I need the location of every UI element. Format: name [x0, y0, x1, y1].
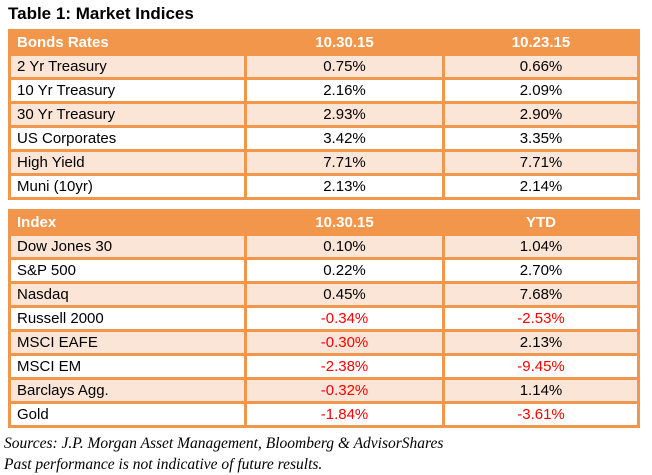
value-cell: 2.09%: [442, 77, 640, 104]
bonds-header-label: Bonds Rates: [8, 29, 247, 56]
row-label: Nasdaq: [8, 281, 247, 308]
bonds-header-date-1: 10.30.15: [244, 29, 445, 56]
value-cell: 2.90%: [442, 101, 640, 128]
table-gap: [8, 200, 652, 209]
row-label: Gold: [8, 401, 247, 428]
table-row: Gold -1.84% -3.61%: [8, 401, 640, 428]
value-cell: 0.22%: [244, 257, 445, 284]
value-cell: -0.32%: [244, 377, 445, 404]
index-header-ytd: YTD: [442, 209, 640, 236]
value-cell: 2.13%: [244, 173, 445, 200]
row-label: High Yield: [8, 149, 247, 176]
value-cell: -1.84%: [244, 401, 445, 428]
row-label: MSCI EAFE: [8, 329, 247, 356]
index-header-row: Index 10.30.15 YTD: [8, 209, 640, 236]
table-row: Nasdaq 0.45% 7.68%: [8, 281, 640, 308]
table-row: MSCI EAFE -0.30% 2.13%: [8, 329, 640, 356]
table-row: Dow Jones 30 0.10% 1.04%: [8, 233, 640, 260]
row-label: MSCI EM: [8, 353, 247, 380]
index-table: Index 10.30.15 YTD Dow Jones 30 0.10% 1.…: [8, 209, 640, 428]
value-cell: 0.45%: [244, 281, 445, 308]
table-row: Muni (10yr) 2.13% 2.14%: [8, 173, 640, 200]
row-label: Muni (10yr): [8, 173, 247, 200]
value-cell: 1.14%: [442, 377, 640, 404]
value-cell: -0.30%: [244, 329, 445, 356]
bonds-header-row: Bonds Rates 10.30.15 10.23.15: [8, 29, 640, 56]
row-label: Barclays Agg.: [8, 377, 247, 404]
value-cell: -3.61%: [442, 401, 640, 428]
table-row: US Corporates 3.42% 3.35%: [8, 125, 640, 152]
value-cell: 7.71%: [442, 149, 640, 176]
row-label: Russell 2000: [8, 305, 247, 332]
table-row: High Yield 7.71% 7.71%: [8, 149, 640, 176]
value-cell: -0.34%: [244, 305, 445, 332]
table-row: Barclays Agg. -0.32% 1.14%: [8, 377, 640, 404]
table-row: MSCI EM -2.38% -9.45%: [8, 353, 640, 380]
row-label: Dow Jones 30: [8, 233, 247, 260]
row-label: 2 Yr Treasury: [8, 53, 247, 80]
value-cell: 2.13%: [442, 329, 640, 356]
value-cell: 2.14%: [442, 173, 640, 200]
table-row: 2 Yr Treasury 0.75% 0.66%: [8, 53, 640, 80]
table-row: 30 Yr Treasury 2.93% 2.90%: [8, 101, 640, 128]
footer-sources: Sources: J.P. Morgan Asset Management, B…: [4, 435, 444, 452]
bonds-header-date-2: 10.23.15: [442, 29, 640, 56]
row-label: 10 Yr Treasury: [8, 77, 247, 104]
row-label: 30 Yr Treasury: [8, 101, 247, 128]
row-label: S&P 500: [8, 257, 247, 284]
value-cell: 0.75%: [244, 53, 445, 80]
value-cell: 0.66%: [442, 53, 640, 80]
value-cell: 7.71%: [244, 149, 445, 176]
page-title: Table 1: Market Indices: [8, 4, 194, 23]
value-cell: -2.53%: [442, 305, 640, 332]
footer: Sources: J.P. Morgan Asset Management, B…: [4, 433, 652, 475]
value-cell: 2.16%: [244, 77, 445, 104]
value-cell: 3.35%: [442, 125, 640, 152]
value-cell: -9.45%: [442, 353, 640, 380]
value-cell: 3.42%: [244, 125, 445, 152]
footer-disclaimer: Past performance is not indicative of fu…: [4, 456, 323, 473]
table-row: 10 Yr Treasury 2.16% 2.09%: [8, 77, 640, 104]
index-header-label: Index: [8, 209, 247, 236]
value-cell: 0.10%: [244, 233, 445, 260]
value-cell: -2.38%: [244, 353, 445, 380]
bonds-table: Bonds Rates 10.30.15 10.23.15 2 Yr Treas…: [8, 29, 640, 200]
table-row: S&P 500 0.22% 2.70%: [8, 257, 640, 284]
table-row: Russell 2000 -0.34% -2.53%: [8, 305, 640, 332]
row-label: US Corporates: [8, 125, 247, 152]
value-cell: 2.70%: [442, 257, 640, 284]
index-header-date: 10.30.15: [244, 209, 445, 236]
value-cell: 2.93%: [244, 101, 445, 128]
value-cell: 7.68%: [442, 281, 640, 308]
value-cell: 1.04%: [442, 233, 640, 260]
